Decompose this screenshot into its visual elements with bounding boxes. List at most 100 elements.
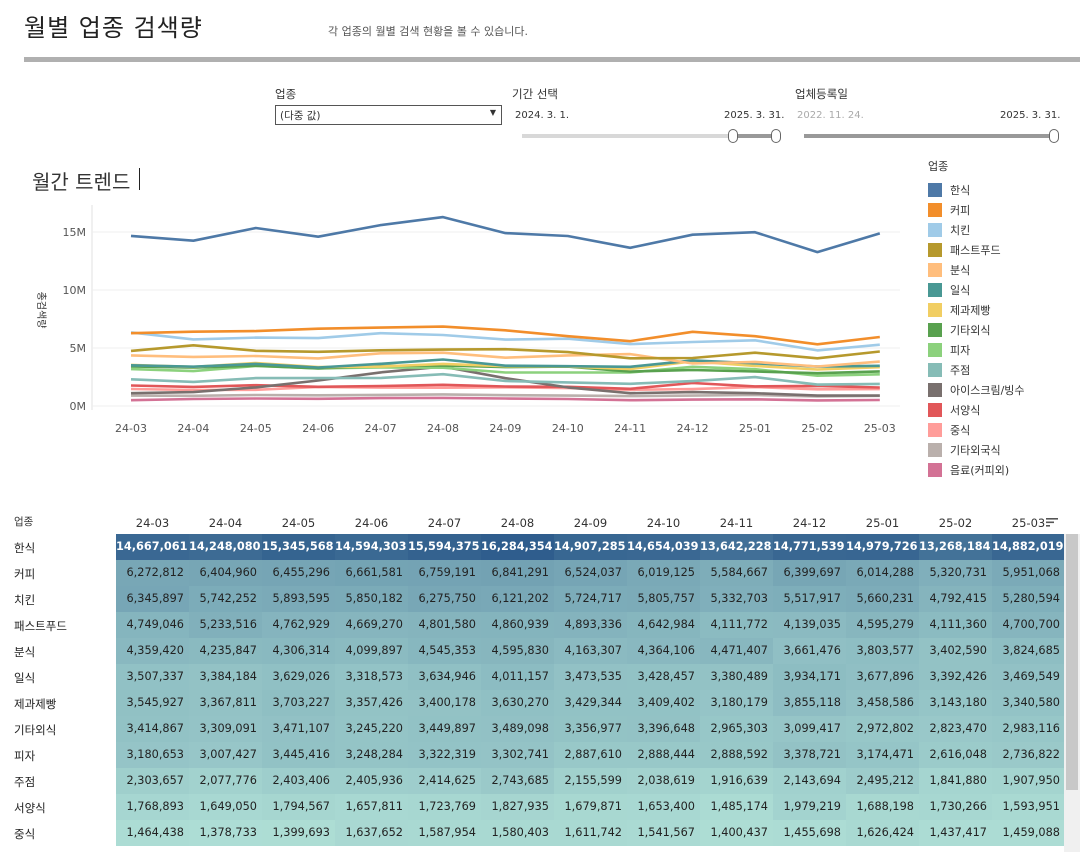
series-line-커피[interactable]	[130, 325, 880, 346]
table-cell[interactable]: 1,464,438	[116, 820, 189, 846]
table-cell[interactable]: 3,429,344	[554, 690, 627, 716]
table-cell[interactable]: 1,400,437	[700, 820, 773, 846]
table-cell[interactable]: 4,306,314	[262, 638, 335, 664]
table-cell[interactable]: 14,654,039	[627, 534, 700, 560]
table-cell[interactable]: 3,449,897	[408, 716, 481, 742]
table-cell[interactable]: 3,248,284	[335, 742, 408, 768]
table-column-header[interactable]: 24-10	[646, 516, 681, 530]
table-cell[interactable]: 6,759,191	[408, 560, 481, 586]
table-cell[interactable]: 6,019,125	[627, 560, 700, 586]
table-cell[interactable]: 3,007,427	[189, 742, 262, 768]
table-cell[interactable]: 1,437,417	[919, 820, 992, 846]
table-cell[interactable]: 5,951,068	[992, 560, 1065, 586]
table-cell[interactable]: 1,455,698	[773, 820, 846, 846]
table-cell[interactable]: 3,545,927	[116, 690, 189, 716]
table-cell[interactable]: 1,459,088	[992, 820, 1065, 846]
table-cell[interactable]: 3,507,337	[116, 664, 189, 690]
table-cell[interactable]: 6,399,697	[773, 560, 846, 586]
legend-item[interactable]: 제과제빵	[928, 300, 1025, 320]
table-cell[interactable]: 4,595,279	[846, 612, 919, 638]
legend-item[interactable]: 치킨	[928, 220, 1025, 240]
table-cell[interactable]: 3,400,178	[408, 690, 481, 716]
table-column-header[interactable]: 25-02	[938, 516, 973, 530]
table-cell[interactable]: 1,907,950	[992, 768, 1065, 794]
table-cell[interactable]: 16,284,354	[481, 534, 554, 560]
legend-item[interactable]: 일식	[928, 280, 1025, 300]
sort-icon[interactable]	[1046, 516, 1058, 528]
table-cell[interactable]: 1,611,742	[554, 820, 627, 846]
table-column-header[interactable]: 24-09	[573, 516, 608, 530]
table-cell[interactable]: 6,841,291	[481, 560, 554, 586]
registered-slider-end-handle[interactable]	[1049, 129, 1059, 143]
legend-item[interactable]: 음료(커피외)	[928, 460, 1025, 480]
table-cell[interactable]: 4,893,336	[554, 612, 627, 638]
table-cell[interactable]: 4,762,929	[262, 612, 335, 638]
table-cell[interactable]: 3,309,091	[189, 716, 262, 742]
table-cell[interactable]: 3,469,549	[992, 664, 1065, 690]
table-cell[interactable]: 5,517,917	[773, 586, 846, 612]
table-cell[interactable]: 5,724,717	[554, 586, 627, 612]
table-cell[interactable]: 1,485,174	[700, 794, 773, 820]
table-cell[interactable]: 1,794,567	[262, 794, 335, 820]
table-cell[interactable]: 6,121,202	[481, 586, 554, 612]
table-cell[interactable]: 4,359,420	[116, 638, 189, 664]
table-cell[interactable]: 4,669,270	[335, 612, 408, 638]
table-cell[interactable]: 3,180,653	[116, 742, 189, 768]
table-column-header[interactable]: 24-11	[719, 516, 754, 530]
table-cell[interactable]: 3,396,648	[627, 716, 700, 742]
table-cell[interactable]: 3,099,417	[773, 716, 846, 742]
table-cell[interactable]: 1,626,424	[846, 820, 919, 846]
table-cell[interactable]: 4,700,700	[992, 612, 1065, 638]
table-cell[interactable]: 4,235,847	[189, 638, 262, 664]
series-line-치킨[interactable]	[130, 331, 880, 352]
table-cell[interactable]: 5,742,252	[189, 586, 262, 612]
table-cell[interactable]: 2,303,657	[116, 768, 189, 794]
registered-start-value[interactable]: 2022. 11. 24.	[797, 110, 864, 121]
table-cell[interactable]: 3,824,685	[992, 638, 1065, 664]
legend-item[interactable]: 기타외식	[928, 320, 1025, 340]
table-cell[interactable]: 1,916,639	[700, 768, 773, 794]
table-cell[interactable]: 2,983,116	[992, 716, 1065, 742]
table-cell[interactable]: 5,805,757	[627, 586, 700, 612]
table-cell[interactable]: 5,280,594	[992, 586, 1065, 612]
table-cell[interactable]: 3,703,227	[262, 690, 335, 716]
table-column-header[interactable]: 24-05	[281, 516, 316, 530]
table-cell[interactable]: 14,979,726	[846, 534, 919, 560]
table-cell[interactable]: 3,489,098	[481, 716, 554, 742]
table-cell[interactable]: 5,584,667	[700, 560, 773, 586]
legend-item[interactable]: 한식	[928, 180, 1025, 200]
table-cell[interactable]: 3,803,577	[846, 638, 919, 664]
table-cell[interactable]: 2,888,444	[627, 742, 700, 768]
table-cell[interactable]: 3,661,476	[773, 638, 846, 664]
table-cell[interactable]: 5,332,703	[700, 586, 773, 612]
table-cell[interactable]: 6,661,581	[335, 560, 408, 586]
table-cell[interactable]: 2,823,470	[919, 716, 992, 742]
legend-item[interactable]: 피자	[928, 340, 1025, 360]
table-cell[interactable]: 3,630,270	[481, 690, 554, 716]
table-cell[interactable]: 14,248,080	[189, 534, 262, 560]
table-cell[interactable]: 3,245,220	[335, 716, 408, 742]
table-cell[interactable]: 3,458,586	[846, 690, 919, 716]
table-cell[interactable]: 2,155,599	[554, 768, 627, 794]
table-cell[interactable]: 3,322,319	[408, 742, 481, 768]
table-cell[interactable]: 4,545,353	[408, 638, 481, 664]
registered-slider-range[interactable]	[804, 134, 1056, 138]
table-cell[interactable]: 3,384,184	[189, 664, 262, 690]
table-cell[interactable]: 2,736,822	[992, 742, 1065, 768]
table-cell[interactable]: 6,404,960	[189, 560, 262, 586]
table-cell[interactable]: 2,888,592	[700, 742, 773, 768]
series-line-서양식[interactable]	[130, 381, 880, 391]
table-cell[interactable]: 2,972,802	[846, 716, 919, 742]
legend-item[interactable]: 커피	[928, 200, 1025, 220]
table-cell[interactable]: 1,593,951	[992, 794, 1065, 820]
table-cell[interactable]: 4,099,897	[335, 638, 408, 664]
table-cell[interactable]: 1,723,769	[408, 794, 481, 820]
table-cell[interactable]: 15,594,375	[408, 534, 481, 560]
series-line-음료(커피외)[interactable]	[130, 396, 880, 402]
table-cell[interactable]: 4,111,360	[919, 612, 992, 638]
table-cell[interactable]: 4,111,772	[700, 612, 773, 638]
table-cell[interactable]: 4,163,307	[554, 638, 627, 664]
table-cell[interactable]: 14,907,285	[554, 534, 627, 560]
table-cell[interactable]: 3,473,535	[554, 664, 627, 690]
table-cell[interactable]: 15,345,568	[262, 534, 335, 560]
